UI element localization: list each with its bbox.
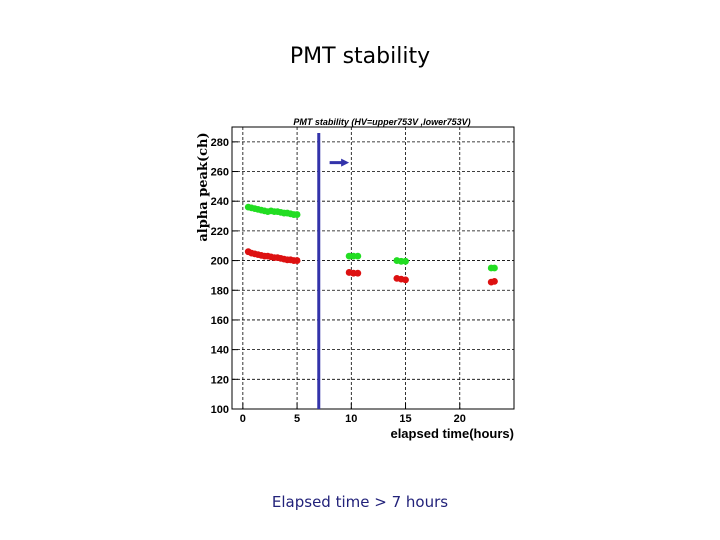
data-point — [354, 269, 362, 277]
data-point — [354, 252, 362, 260]
x-tick-label: 5 — [294, 413, 300, 425]
y-axis: 100 120 140 160 180 200 220 240 260 280 — [211, 137, 238, 416]
grid-layer — [232, 127, 514, 409]
plot-frame — [231, 126, 515, 410]
y-tick-label: 200 — [211, 256, 229, 268]
data-point — [402, 257, 409, 265]
slide-title: PMT stability — [289, 44, 431, 69]
x-tick-label: 10 — [345, 413, 357, 425]
data-point — [293, 211, 301, 218]
x-tick-label: 20 — [454, 413, 466, 425]
y-tick-label: 240 — [211, 196, 229, 208]
y-tick-label: 120 — [211, 374, 229, 386]
data-points — [244, 203, 498, 286]
y-axis-label: alpha peak(ch) — [196, 132, 211, 241]
x-tick-label: 0 — [240, 413, 246, 425]
chart-title: PMT stability (HV=upper753V ,lower753V) — [293, 117, 470, 127]
y-tick-label: 180 — [211, 285, 229, 297]
slide-caption: Elapsed time > 7 hours — [271, 493, 449, 511]
y-tick-label: 160 — [211, 315, 229, 327]
y-tick-label: 100 — [211, 404, 229, 416]
x-axis: 0 5 10 15 20 — [240, 403, 466, 425]
data-point — [491, 264, 498, 272]
y-tick-label: 140 — [211, 345, 229, 357]
data-point — [402, 276, 409, 284]
pmt-stability-chart: PMT stability (HV=upper753V ,lower753V) … — [196, 117, 515, 441]
annotation-layer — [317, 133, 350, 409]
y-tick-label: 260 — [211, 167, 229, 179]
x-axis-label: elapsed time(hours) — [390, 426, 514, 441]
data-point — [491, 277, 498, 285]
x-tick-label: 15 — [399, 413, 411, 425]
arrow-head-icon — [341, 158, 350, 167]
y-tick-label: 280 — [211, 137, 229, 149]
y-tick-label: 220 — [211, 226, 229, 238]
data-point — [293, 257, 301, 264]
